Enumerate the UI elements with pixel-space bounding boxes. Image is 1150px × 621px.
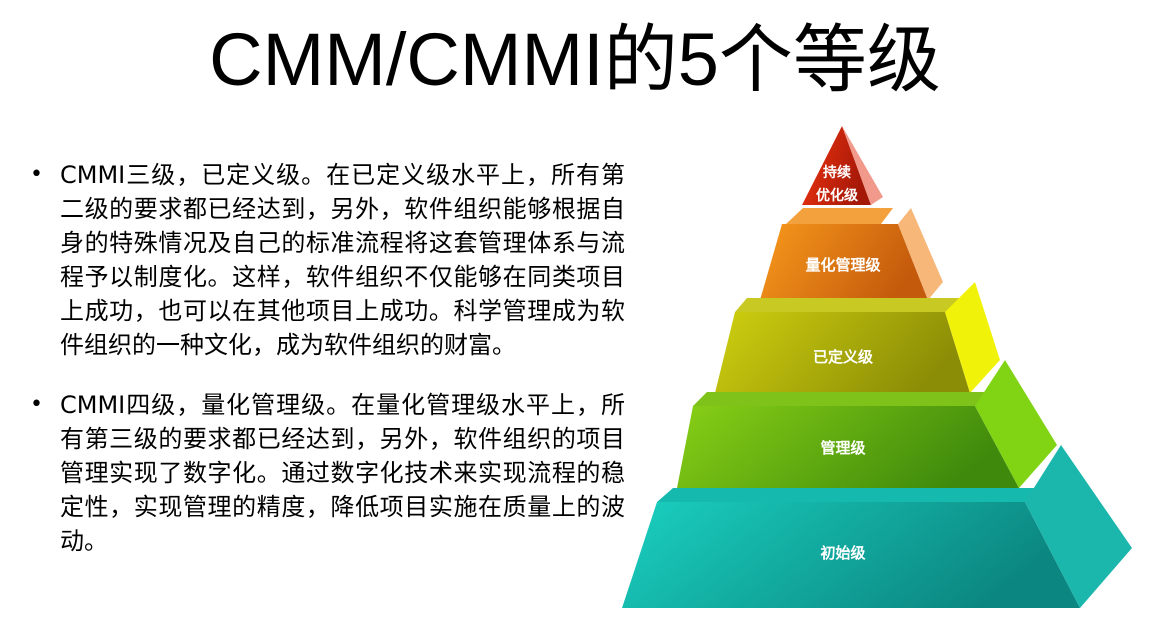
level-front-face	[760, 224, 928, 300]
level-label: 量化管理级	[805, 256, 881, 274]
level-label: 已定义级	[813, 348, 874, 366]
level-front-face	[802, 126, 871, 205]
pyramid-level-quantitatively-managed: 量化管理级	[760, 208, 943, 300]
level-front-face	[715, 312, 970, 393]
slide-title: CMM/CMMI的5个等级	[209, 18, 941, 101]
level-label: 优化级	[816, 187, 859, 204]
bullet-text: CMMI四级，量化管理级。在量化管理级水平上，所有第三级的要求都已经达到，另外，…	[60, 391, 625, 555]
level-top-face	[786, 208, 893, 224]
pyramid-level-defined: 已定义级	[715, 282, 1000, 393]
level-front-face	[677, 406, 1019, 488]
level-side-face	[898, 208, 943, 300]
bullet-item-level-4: • CMMI四级，量化管理级。在量化管理级水平上，所有第三级的要求都已经达到，另…	[30, 388, 625, 558]
level-label: 初始级	[820, 544, 866, 562]
bullet-marker: •	[30, 392, 43, 417]
bullet-marker: •	[30, 162, 43, 187]
bullet-item-level-3: • CMMI三级，已定义级。在已定义级水平上，所有第二级的要求都已经达到，另外，…	[30, 158, 625, 362]
level-label: 管理级	[820, 439, 866, 457]
level-side-face	[975, 360, 1057, 488]
level-label: 持续	[823, 164, 851, 181]
level-top-face	[735, 298, 977, 312]
bullet-text: CMMI三级，已定义级。在已定义级水平上，所有第二级的要求都已经达到，另外，软件…	[60, 161, 625, 359]
level-front-face	[622, 502, 1080, 608]
pyramid-level-initial: 初始级	[622, 445, 1132, 608]
bullet-list: • CMMI三级，已定义级。在已定义级水平上，所有第二级的要求都已经达到，另外，…	[30, 158, 625, 584]
level-side-face	[1025, 445, 1132, 608]
maturity-pyramid: 持续 优化级 量化管理级 已定义级 管理级 初始级	[622, 126, 1132, 608]
pyramid-level-optimizing: 持续 优化级	[802, 126, 883, 205]
level-side-face	[842, 126, 883, 205]
pyramid-level-managed: 管理级	[677, 360, 1057, 488]
level-top-face	[693, 392, 1003, 406]
level-top-face	[657, 488, 1055, 502]
level-side-face	[945, 282, 1000, 393]
